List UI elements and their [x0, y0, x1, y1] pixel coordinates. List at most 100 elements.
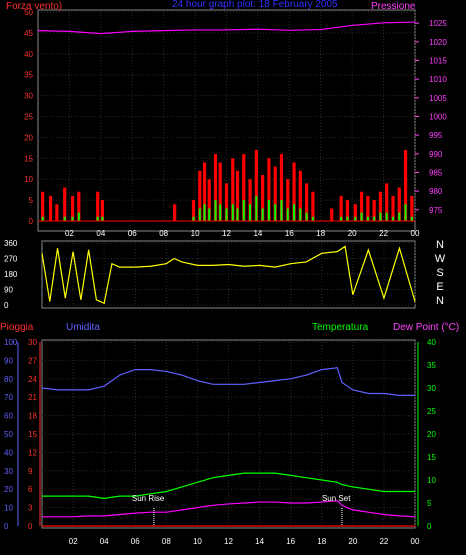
avg-wind-bar — [63, 216, 66, 221]
pressure-y-tick: 1020 — [429, 38, 447, 47]
direction-y-tick: 0 — [4, 301, 9, 310]
avg-wind-bar — [305, 212, 308, 221]
gust-bar — [305, 183, 309, 221]
temperature-y-tick: 35 — [427, 361, 436, 370]
gust-bar — [235, 170, 240, 221]
temperature-y-tick: 40 — [427, 338, 436, 347]
avg-wind-bar — [198, 208, 201, 221]
humidity-x-tick: 06 — [131, 537, 140, 546]
humidity-y-tick: 20 — [4, 485, 13, 494]
temperature-line — [42, 472, 415, 500]
humidity-x-tick: 18 — [317, 537, 326, 546]
humidity-y-tick: 70 — [4, 393, 13, 402]
compass-label: N — [436, 239, 444, 251]
gust-bar — [286, 179, 290, 221]
gust-bar — [366, 195, 370, 221]
avg-wind-bar — [231, 204, 234, 221]
avg-wind-bar — [192, 216, 195, 221]
temperature-y-tick: 20 — [427, 430, 436, 439]
rain-y-tick: 9 — [28, 467, 33, 476]
wind-x-tick: 20 — [348, 229, 357, 238]
gust-bar — [311, 191, 315, 221]
wind-y-tick: 30 — [24, 92, 33, 101]
sunset-label: Sun Set — [322, 494, 351, 503]
direction-line — [41, 245, 416, 305]
pressure-y-tick: 975 — [429, 206, 443, 215]
avg-wind-bar — [293, 204, 296, 221]
gust-bar — [345, 200, 350, 221]
rain-y-tick: 24 — [28, 375, 37, 384]
compass-label: S — [436, 267, 443, 279]
humidity-x-tick: 12 — [224, 537, 233, 546]
humidity-y-tick: 0 — [4, 522, 9, 531]
humidity-y-axis: 0 10 20 30 40 50 60 70 80 90 100 — [4, 338, 19, 531]
wind-y-tick: 45 — [24, 29, 33, 38]
direction-y-tick: 90 — [4, 286, 13, 295]
gust-bar — [224, 183, 229, 221]
avg-wind-bar — [219, 204, 222, 221]
rain-y-tick: 12 — [28, 448, 37, 457]
gust-bar — [359, 191, 364, 221]
gust-bar — [231, 158, 235, 221]
sunrise-label: Sun Rise — [132, 494, 165, 503]
humidity-x-axis: 02 04 06 08 10 12 14 16 18 20 22 00 — [69, 537, 420, 546]
wind-y-tick: 25 — [24, 113, 33, 122]
gust-bar — [100, 200, 105, 221]
rain-y-tick: 27 — [28, 356, 37, 365]
humidity-y-tick: 40 — [4, 448, 13, 457]
pressure-y-tick: 1015 — [429, 57, 447, 66]
pressure-y-tick: 1005 — [429, 94, 447, 103]
pressure-y-tick: 1000 — [429, 113, 447, 122]
wind-x-axis: 02 04 06 08 10 12 14 16 18 20 22 00 — [65, 229, 420, 238]
direction-y-tick: 360 — [4, 239, 18, 248]
pressure-y-tick: 995 — [429, 131, 443, 140]
gust-bar — [218, 162, 222, 221]
pressure-y-tick: 1025 — [429, 19, 447, 28]
temperature-y-tick: 30 — [427, 384, 436, 393]
humidity-x-tick: 10 — [193, 537, 202, 546]
temperature-y-tick: 10 — [427, 476, 436, 485]
gust-bar — [410, 195, 414, 221]
wind-x-tick: 06 — [128, 229, 137, 238]
wind-x-tick: 18 — [316, 229, 325, 238]
avg-wind-bar — [340, 216, 343, 221]
direction-trace — [41, 245, 416, 305]
gust-bar — [330, 208, 334, 221]
pressure-y-axis: 975 980 985 990 995 1000 1005 1010 1015 1020 1025 — [415, 19, 447, 215]
avg-wind-bar — [261, 208, 264, 221]
wind-y-tick: 15 — [24, 154, 33, 163]
wind-x-tick: 10 — [191, 229, 200, 238]
humidity-x-tick: 20 — [348, 537, 357, 546]
direction-grid — [42, 242, 416, 306]
avg-wind-bar — [360, 212, 363, 221]
temperature-y-tick: 15 — [427, 453, 436, 462]
gust-bar — [273, 166, 277, 221]
gust-bar — [254, 149, 258, 221]
pressure-y-tick: 990 — [429, 150, 443, 159]
humidity-y-tick: 90 — [4, 356, 13, 365]
humidity-y-tick: 80 — [4, 375, 13, 384]
wind-x-tick: 04 — [96, 229, 105, 238]
gust-bar — [279, 154, 284, 221]
gust-bar — [207, 179, 211, 221]
humidity-y-tick: 50 — [4, 430, 13, 439]
gust-bar — [397, 187, 401, 221]
temperature-y-tick: 0 — [427, 522, 432, 531]
humidity-grid — [42, 341, 416, 527]
avg-wind-bar — [311, 216, 314, 221]
compass-label: W — [435, 253, 446, 265]
gust-bar — [391, 195, 395, 221]
gust-bar — [191, 200, 196, 221]
direction-y-tick: 270 — [4, 255, 18, 264]
humidity-x-tick: 00 — [411, 537, 420, 546]
wind-y-tick: 20 — [24, 133, 33, 142]
avg-wind-bar — [77, 212, 80, 221]
wind-y-axis: 0 5 10 15 20 25 30 35 40 45 50 — [24, 8, 33, 226]
direction-y-tick: 180 — [4, 270, 18, 279]
avg-wind-bar — [286, 208, 289, 221]
gust-bar — [378, 191, 383, 221]
humidity-y-tick: 10 — [4, 504, 13, 513]
wind-x-tick: 08 — [159, 229, 168, 238]
gust-bar — [267, 158, 271, 221]
